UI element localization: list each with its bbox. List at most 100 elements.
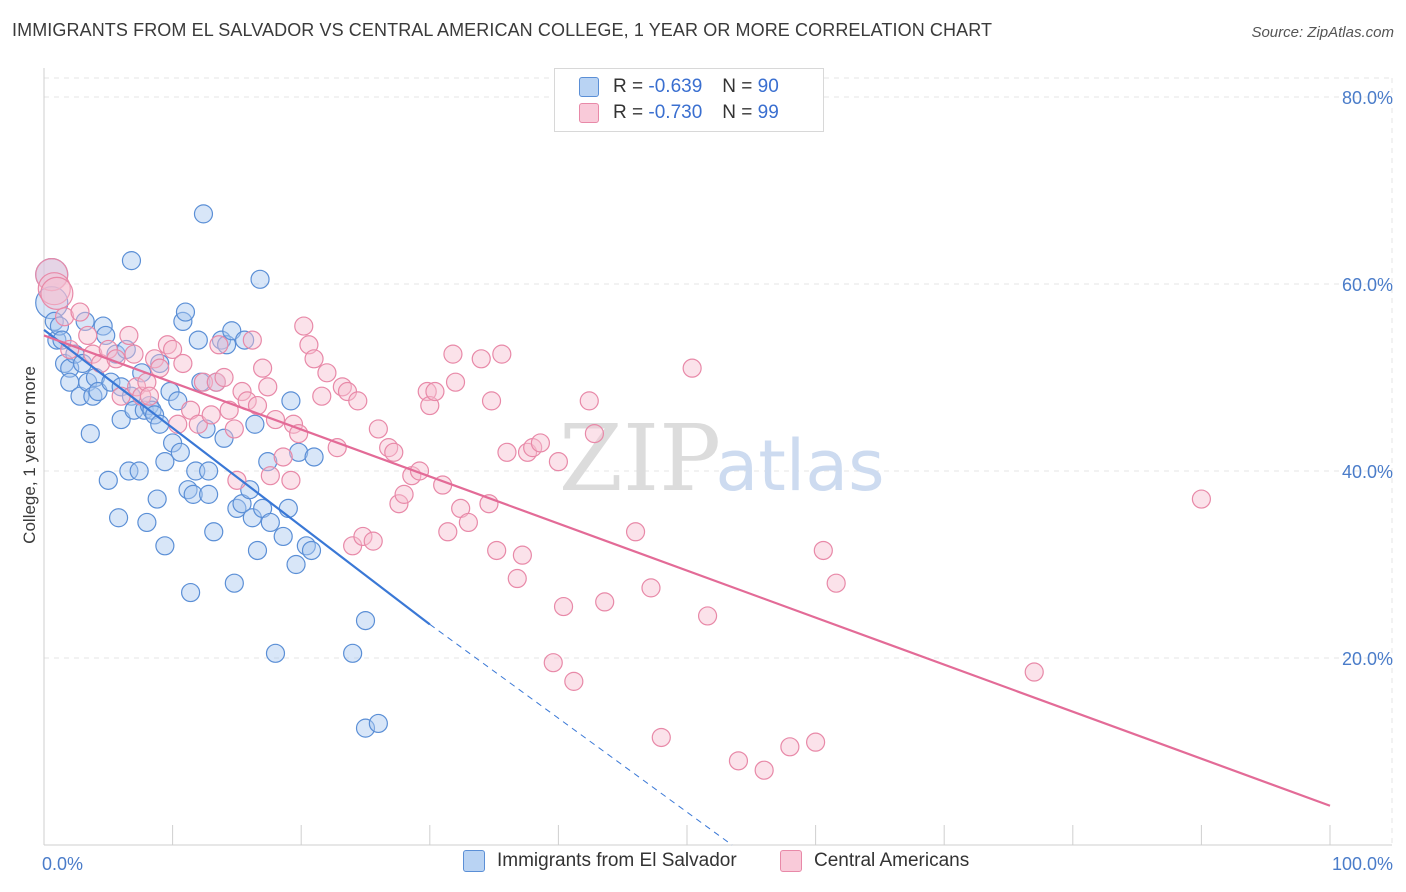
point-blue-23 — [108, 508, 129, 528]
point-blue-71 — [245, 414, 265, 434]
legend-swatch-pink — [579, 103, 599, 123]
y-tick-label-2: 60.0% — [1342, 275, 1393, 295]
point-blue-53 — [188, 330, 208, 350]
point-blue-86 — [343, 643, 363, 663]
point-pink-58 — [368, 419, 388, 439]
bottom-legend-swatch-blue — [463, 850, 485, 872]
point-pink-17 — [139, 386, 160, 406]
point-pink-92 — [625, 522, 646, 542]
point-pink-102 — [826, 573, 846, 593]
point-pink-38 — [253, 358, 273, 378]
point-pink-97 — [728, 751, 749, 771]
point-blue-17 — [88, 381, 108, 402]
legend-swatch-blue — [579, 77, 599, 97]
point-blue-34 — [137, 512, 157, 533]
point-blue-46 — [170, 442, 190, 462]
watermark-atlas: atlas — [715, 425, 884, 507]
point-pink-103 — [1024, 662, 1044, 682]
point-blue-64 — [222, 321, 242, 341]
point-pink-46 — [294, 316, 314, 336]
y-tick-label-3: 80.0% — [1342, 88, 1393, 108]
legend-r-label-1: R = — [613, 76, 644, 97]
bottom-legend-swatch-pink — [780, 850, 802, 872]
point-blue-85 — [304, 447, 324, 467]
point-pink-89 — [579, 391, 599, 411]
point-pink-84 — [530, 433, 550, 453]
series-central-americans — [35, 258, 1212, 780]
axes — [43, 68, 1392, 846]
point-pink-40 — [260, 466, 280, 486]
legend-r-value-2: -0.730 — [648, 102, 703, 123]
point-blue-31 — [129, 461, 149, 481]
legend-r-value-1: -0.639 — [648, 76, 703, 97]
point-pink-76 — [481, 391, 502, 411]
point-blue-38 — [147, 489, 167, 509]
point-pink-29 — [209, 335, 229, 355]
trend-line-pink — [43, 334, 1331, 807]
bottom-legend-series1: Immigrants from El Salvador — [463, 850, 737, 872]
point-pink-71 — [445, 372, 466, 392]
watermark-zip: ZIP — [559, 405, 721, 512]
point-blue-75 — [258, 452, 278, 472]
point-blue-73 — [250, 269, 270, 289]
bottom-legend-label-2: Central Americans — [814, 850, 970, 871]
point-pink-93 — [641, 578, 661, 598]
point-pink-6 — [78, 325, 98, 346]
point-pink-101 — [813, 540, 833, 561]
source-label: Source: ZipAtlas.com — [1251, 24, 1394, 41]
point-pink-34 — [232, 381, 252, 402]
point-pink-91 — [595, 592, 615, 612]
point-blue-80 — [281, 391, 301, 411]
point-pink-61 — [389, 494, 409, 514]
point-pink-88 — [564, 671, 584, 691]
trend-line-blue-extension — [429, 623, 733, 846]
point-blue-78 — [273, 526, 293, 547]
point-pink-67 — [425, 381, 445, 402]
point-pink-13 — [124, 344, 144, 364]
point-pink-74 — [471, 349, 491, 369]
x-tick-label-0: 0.0% — [42, 854, 83, 874]
point-pink-100 — [805, 732, 826, 752]
legend-n-label-2: N = — [722, 102, 753, 123]
point-pink-77 — [487, 540, 507, 561]
point-pink-14 — [126, 377, 147, 397]
point-blue-51 — [183, 484, 203, 504]
point-pink-21 — [163, 339, 183, 360]
point-pink-70 — [443, 344, 463, 364]
legend-r-label-2: R = — [613, 102, 644, 123]
point-blue-87 — [355, 718, 376, 738]
point-blue-77 — [265, 643, 286, 663]
trend-line-blue — [43, 328, 431, 626]
point-pink-94 — [651, 727, 671, 748]
point-pink-5 — [70, 302, 90, 322]
point-pink-95 — [682, 358, 702, 378]
point-blue-29 — [121, 251, 142, 271]
point-pink-43 — [281, 470, 301, 490]
chart-title: IMMIGRANTS FROM EL SALVADOR VS CENTRAL A… — [12, 20, 993, 40]
point-blue-81 — [286, 554, 306, 575]
point-blue-58 — [199, 484, 219, 504]
tick-labels: 20.0% 40.0% 60.0% 80.0% 0.0% 100.0% — [42, 88, 1393, 874]
point-pink-65 — [417, 381, 437, 402]
point-pink-87 — [553, 596, 574, 617]
point-pink-39 — [258, 377, 278, 397]
point-blue-55 — [193, 204, 214, 224]
point-blue-88 — [355, 610, 376, 631]
point-pink-60 — [384, 442, 404, 462]
point-pink-3 — [54, 307, 75, 327]
point-blue-50 — [181, 582, 201, 603]
point-pink-79 — [497, 442, 517, 462]
point-blue-82 — [289, 442, 309, 462]
point-blue-45 — [168, 391, 188, 411]
point-blue-48 — [175, 302, 196, 322]
point-pink-32 — [224, 419, 244, 439]
point-blue-20 — [98, 470, 118, 490]
point-pink-33 — [227, 470, 247, 490]
trend-lines — [43, 328, 1331, 846]
point-pink-104 — [1191, 489, 1212, 509]
point-pink-81 — [512, 545, 532, 565]
point-pink-57 — [363, 531, 383, 551]
point-pink-18 — [144, 349, 165, 369]
point-pink-25 — [188, 414, 208, 434]
